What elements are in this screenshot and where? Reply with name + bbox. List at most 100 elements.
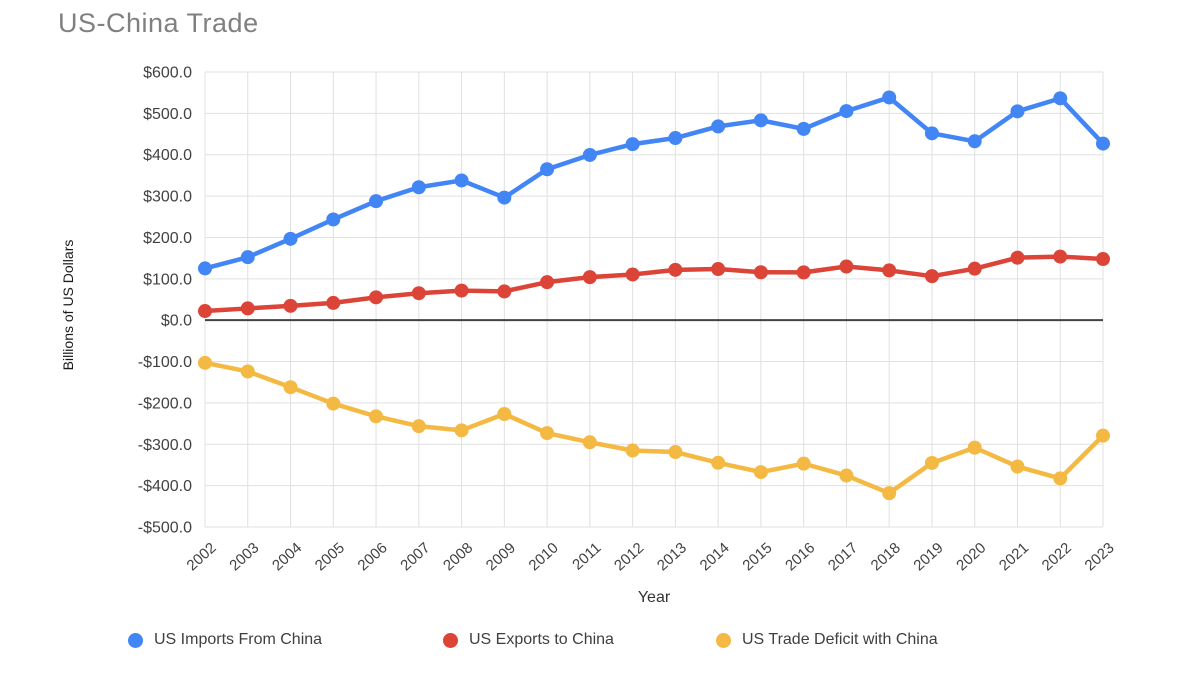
- data-point-us-imports-from-china-2008[interactable]: [454, 173, 469, 188]
- data-point-us-exports-to-china-2012[interactable]: [625, 267, 640, 282]
- data-point-us-exports-to-china-2018[interactable]: [882, 263, 897, 278]
- data-point-us-exports-to-china-2015[interactable]: [753, 265, 768, 280]
- data-point-us-imports-from-china-2004[interactable]: [283, 231, 298, 246]
- data-point-us-trade-deficit-with-china-2020[interactable]: [967, 440, 982, 455]
- data-point-us-imports-from-china-2006[interactable]: [369, 194, 384, 209]
- data-point-us-exports-to-china-2020[interactable]: [967, 261, 982, 276]
- data-point-us-imports-from-china-2015[interactable]: [753, 113, 768, 128]
- data-point-us-trade-deficit-with-china-2017[interactable]: [839, 468, 854, 483]
- x-axis-tick-label: 2018: [868, 539, 904, 574]
- data-point-us-trade-deficit-with-china-2018[interactable]: [882, 486, 897, 501]
- x-axis-tick-label: 2013: [654, 539, 690, 574]
- data-point-us-trade-deficit-with-china-2007[interactable]: [411, 419, 426, 434]
- x-axis-tick-label: 2003: [226, 539, 262, 574]
- data-point-us-exports-to-china-2017[interactable]: [839, 259, 854, 274]
- data-point-us-imports-from-china-2009[interactable]: [497, 190, 512, 205]
- x-axis-title: Year: [637, 589, 671, 606]
- data-point-us-trade-deficit-with-china-2004[interactable]: [283, 380, 298, 395]
- legend-label-deficit: US Trade Deficit with China: [742, 631, 938, 648]
- data-point-us-imports-from-china-2007[interactable]: [411, 180, 426, 195]
- y-axis-tick-label: $300.0: [143, 189, 192, 206]
- data-point-us-exports-to-china-2002[interactable]: [198, 304, 212, 319]
- data-point-us-imports-from-china-2020[interactable]: [967, 134, 982, 149]
- legend-marker-deficit-icon: [716, 632, 731, 648]
- data-point-us-imports-from-china-2014[interactable]: [711, 119, 726, 134]
- data-point-us-imports-from-china-2022[interactable]: [1053, 91, 1068, 106]
- data-point-us-trade-deficit-with-china-2005[interactable]: [326, 396, 341, 411]
- y-axis-tick-label: -$200.0: [138, 395, 192, 412]
- x-axis-tick-label: 2020: [953, 539, 989, 574]
- y-axis-tick-label: $100.0: [143, 271, 192, 288]
- x-axis-tick-label: 2021: [996, 539, 1032, 574]
- data-point-us-exports-to-china-2023[interactable]: [1096, 252, 1110, 267]
- data-point-us-trade-deficit-with-china-2011[interactable]: [582, 435, 597, 450]
- plot-area: $600.0 $500.0 $400.0 $300.0 $200.0 $100.0 $0.0…: [138, 65, 1118, 575]
- data-point-us-exports-to-china-2021[interactable]: [1010, 250, 1025, 265]
- y-axis-tick-label: -$500.0: [138, 520, 192, 537]
- data-point-us-trade-deficit-with-china-2014[interactable]: [711, 455, 726, 470]
- data-point-us-exports-to-china-2019[interactable]: [924, 269, 939, 284]
- data-point-us-imports-from-china-2017[interactable]: [839, 104, 854, 119]
- x-axis-tick-label: 2022: [1039, 539, 1075, 574]
- data-point-us-trade-deficit-with-china-2012[interactable]: [625, 443, 640, 458]
- data-point-us-trade-deficit-with-china-2003[interactable]: [240, 364, 255, 379]
- x-axis-tick-label: 2007: [397, 539, 433, 574]
- data-point-us-imports-from-china-2012[interactable]: [625, 137, 640, 152]
- data-point-us-imports-from-china-2013[interactable]: [668, 131, 683, 146]
- data-point-us-trade-deficit-with-china-2002[interactable]: [198, 355, 212, 370]
- data-point-us-imports-from-china-2016[interactable]: [796, 121, 811, 136]
- data-point-us-imports-from-china-2019[interactable]: [924, 126, 939, 141]
- data-point-us-trade-deficit-with-china-2013[interactable]: [668, 445, 683, 460]
- data-point-us-trade-deficit-with-china-2015[interactable]: [753, 465, 768, 480]
- data-point-us-trade-deficit-with-china-2023[interactable]: [1096, 428, 1110, 443]
- data-point-us-exports-to-china-2007[interactable]: [411, 286, 426, 301]
- data-point-us-trade-deficit-with-china-2019[interactable]: [924, 455, 939, 470]
- data-point-us-exports-to-china-2009[interactable]: [497, 284, 512, 299]
- data-point-us-trade-deficit-with-china-2006[interactable]: [369, 409, 384, 424]
- data-point-us-imports-from-china-2023[interactable]: [1096, 136, 1110, 151]
- legend-item-deficit[interactable]: US Trade Deficit with China: [716, 631, 938, 649]
- data-point-us-exports-to-china-2022[interactable]: [1053, 249, 1068, 264]
- data-point-us-exports-to-china-2011[interactable]: [582, 270, 597, 285]
- data-point-us-exports-to-china-2008[interactable]: [454, 283, 469, 298]
- data-point-us-trade-deficit-with-china-2010[interactable]: [540, 426, 555, 441]
- data-point-us-imports-from-china-2002[interactable]: [198, 261, 212, 276]
- x-axis-tick-label: 2010: [526, 539, 562, 574]
- data-point-us-exports-to-china-2005[interactable]: [326, 295, 341, 310]
- series-line-us-imports-from-china: [202, 95, 1106, 271]
- data-point-us-imports-from-china-2003[interactable]: [240, 250, 255, 265]
- x-axis-tick-label: 2008: [440, 539, 476, 574]
- data-point-us-trade-deficit-with-china-2008[interactable]: [454, 423, 469, 438]
- data-point-us-imports-from-china-2011[interactable]: [582, 147, 597, 162]
- data-point-us-exports-to-china-2006[interactable]: [369, 290, 384, 305]
- x-axis-tick-label: 2011: [569, 539, 604, 573]
- x-axis-tick-label: 2005: [312, 539, 348, 574]
- y-axis-tick-label: $0.0: [161, 313, 192, 330]
- data-point-us-exports-to-china-2013[interactable]: [668, 262, 683, 277]
- data-point-us-imports-from-china-2010[interactable]: [540, 162, 555, 177]
- x-axis-tick-label: 2002: [183, 539, 219, 574]
- y-axis-tick-label: -$400.0: [138, 478, 192, 495]
- data-point-us-exports-to-china-2003[interactable]: [240, 301, 255, 316]
- legend-item-exports[interactable]: US Exports to China: [443, 631, 614, 649]
- data-point-us-imports-from-china-2021[interactable]: [1010, 104, 1025, 119]
- data-point-us-exports-to-china-2004[interactable]: [283, 298, 298, 313]
- chart-title: US-China Trade: [58, 8, 259, 38]
- data-point-us-trade-deficit-with-china-2021[interactable]: [1010, 459, 1025, 474]
- legend-item-imports[interactable]: US Imports From China: [128, 631, 322, 649]
- series-line-us-trade-deficit-with-china: [202, 360, 1106, 496]
- x-axis-tick-label: 2023: [1081, 539, 1117, 574]
- data-point-us-trade-deficit-with-china-2016[interactable]: [796, 456, 811, 471]
- legend-label-imports: US Imports From China: [154, 631, 323, 648]
- x-axis-tick-label: 2012: [611, 539, 647, 574]
- data-point-us-exports-to-china-2014[interactable]: [711, 262, 726, 277]
- data-point-us-trade-deficit-with-china-2009[interactable]: [497, 406, 512, 421]
- x-axis-tick-label: 2015: [739, 539, 775, 574]
- data-point-us-imports-from-china-2018[interactable]: [882, 90, 897, 105]
- data-point-us-trade-deficit-with-china-2022[interactable]: [1053, 471, 1068, 486]
- data-point-us-exports-to-china-2010[interactable]: [540, 275, 555, 290]
- data-point-us-imports-from-china-2005[interactable]: [326, 212, 341, 227]
- y-axis-tick-label: $400.0: [143, 147, 192, 164]
- x-axis-tick-label: 2019: [910, 539, 946, 574]
- data-point-us-exports-to-china-2016[interactable]: [796, 265, 811, 280]
